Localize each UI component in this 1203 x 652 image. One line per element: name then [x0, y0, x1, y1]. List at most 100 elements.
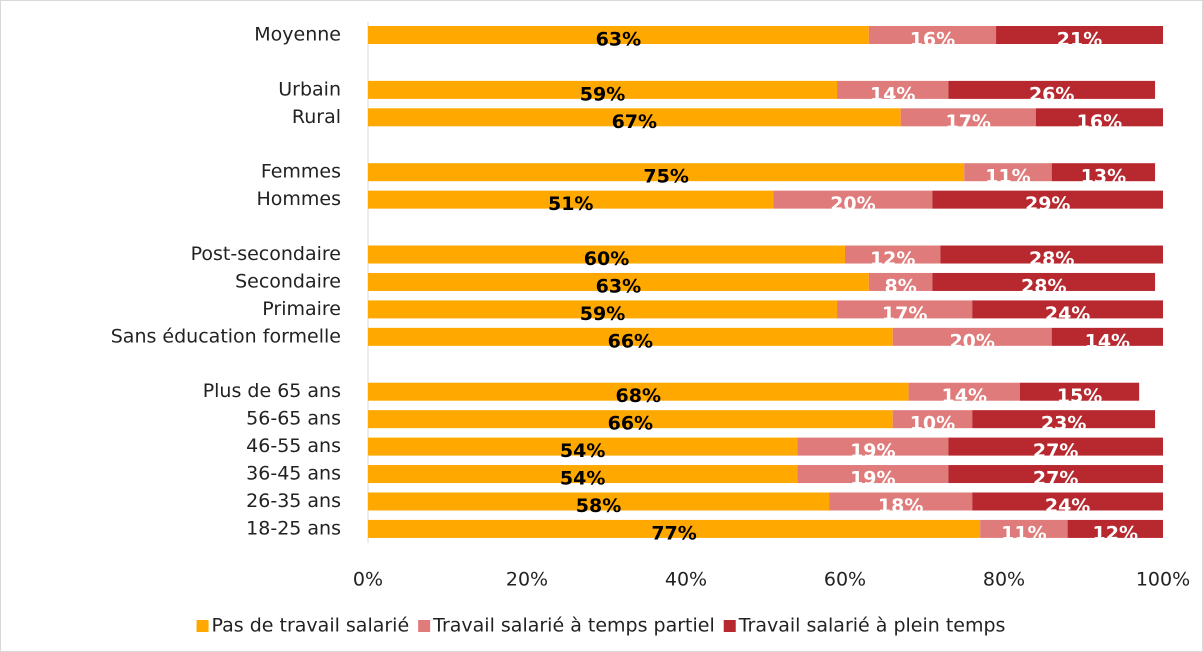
bar-segment — [773, 190, 933, 209]
bar-segment — [932, 272, 1156, 291]
value-label: 14% — [1085, 330, 1130, 352]
bar-segment — [940, 245, 1163, 264]
x-tick-label: 40% — [665, 569, 707, 591]
bar-segment — [368, 245, 845, 264]
category-label: 18-25 ans — [246, 517, 341, 539]
bar-segment — [797, 437, 949, 456]
bar-segment — [964, 163, 1052, 182]
value-label: 29% — [1025, 193, 1070, 215]
bar-segment — [948, 465, 1163, 484]
value-label: 16% — [1077, 111, 1122, 133]
category-label: Moyenne — [254, 24, 341, 46]
value-label: 75% — [643, 166, 688, 188]
value-label: 17% — [882, 303, 927, 325]
category-label: Primaire — [262, 298, 341, 320]
value-label: 28% — [1021, 275, 1066, 297]
category-label: 46-55 ans — [246, 435, 341, 457]
value-label: 60% — [584, 248, 629, 270]
bar-segment — [368, 382, 909, 401]
value-label: 11% — [985, 166, 1030, 188]
category-label: Femmes — [261, 161, 341, 183]
value-label: 63% — [596, 275, 641, 297]
category-label: Sans éducation formelle — [111, 325, 341, 347]
value-label: 19% — [850, 440, 895, 462]
legend-swatch — [723, 620, 736, 632]
value-label: 24% — [1045, 303, 1090, 325]
category-label: 56-65 ans — [246, 408, 341, 430]
value-label: 27% — [1033, 440, 1078, 462]
bar-segment — [837, 300, 973, 319]
value-label: 11% — [1001, 522, 1046, 544]
value-label: 24% — [1045, 495, 1090, 517]
value-label: 10% — [910, 413, 955, 435]
x-tick-label: 100% — [1136, 569, 1190, 591]
value-label: 16% — [910, 29, 955, 51]
value-label: 58% — [576, 495, 621, 517]
bar-segment — [368, 519, 981, 538]
bar-segment — [948, 437, 1163, 456]
bar-segment — [368, 410, 893, 429]
bar-segment — [837, 80, 949, 99]
bar-segment — [1051, 163, 1156, 182]
category-label: Secondaire — [235, 270, 341, 292]
bar-segment — [829, 492, 973, 511]
value-label: 59% — [580, 83, 625, 105]
bar-segment — [868, 272, 933, 291]
value-label: 12% — [1093, 522, 1138, 544]
category-label: 26-35 ans — [246, 490, 341, 512]
category-label: 36-45 ans — [246, 463, 341, 485]
bar-segment — [797, 465, 949, 484]
value-label: 14% — [870, 83, 915, 105]
value-label: 27% — [1033, 468, 1078, 490]
bar-segment — [368, 492, 830, 511]
bar-segment — [892, 410, 973, 429]
bar-segment — [980, 519, 1068, 538]
bar-segment — [368, 272, 869, 291]
x-tick-label: 20% — [506, 569, 548, 591]
value-label: 21% — [1057, 29, 1102, 51]
bar-segment — [368, 190, 774, 209]
x-tick-label: 60% — [824, 569, 866, 591]
bar-segment — [368, 327, 893, 346]
bar-segment — [368, 108, 901, 127]
legend-label: Travail salarié à temps partiel — [432, 615, 715, 637]
legend-label: Travail salarié à plein temps — [738, 615, 1006, 637]
value-label: 20% — [830, 193, 875, 215]
value-label: 18% — [878, 495, 923, 517]
bar-segment — [368, 300, 838, 319]
value-label: 66% — [608, 330, 653, 352]
bar-segment — [892, 327, 1052, 346]
legend-label: Pas de travail salarié — [212, 615, 410, 637]
value-label: 51% — [548, 193, 593, 215]
bar-segment — [1019, 382, 1140, 401]
bar-segment — [368, 26, 869, 44]
category-label: Rural — [292, 106, 341, 128]
value-label: 59% — [580, 303, 625, 325]
bar-segment — [1067, 519, 1163, 538]
bar-segment — [972, 410, 1156, 429]
legend-swatch — [418, 620, 431, 632]
bar-segment — [368, 437, 798, 456]
bar-segment — [932, 190, 1163, 209]
category-label: Post-secondaire — [191, 243, 341, 265]
bar-segment — [868, 26, 997, 44]
value-label: 20% — [949, 330, 994, 352]
bar-segment — [368, 465, 798, 484]
value-label: 66% — [608, 413, 653, 435]
value-label: 23% — [1041, 413, 1086, 435]
value-label: 54% — [560, 468, 605, 490]
bar-segment — [900, 108, 1036, 127]
category-label: Hommes — [256, 188, 341, 210]
bar-segment — [368, 80, 838, 99]
bar-segment — [948, 80, 1156, 99]
bar-segment — [1051, 327, 1163, 346]
value-label: 77% — [651, 522, 696, 544]
value-label: 15% — [1057, 385, 1102, 407]
value-label: 28% — [1029, 248, 1074, 270]
value-label: 67% — [612, 111, 657, 133]
value-label: 68% — [616, 385, 661, 407]
bar-segment — [1035, 108, 1163, 127]
value-label: 14% — [942, 385, 987, 407]
value-label: 19% — [850, 468, 895, 490]
